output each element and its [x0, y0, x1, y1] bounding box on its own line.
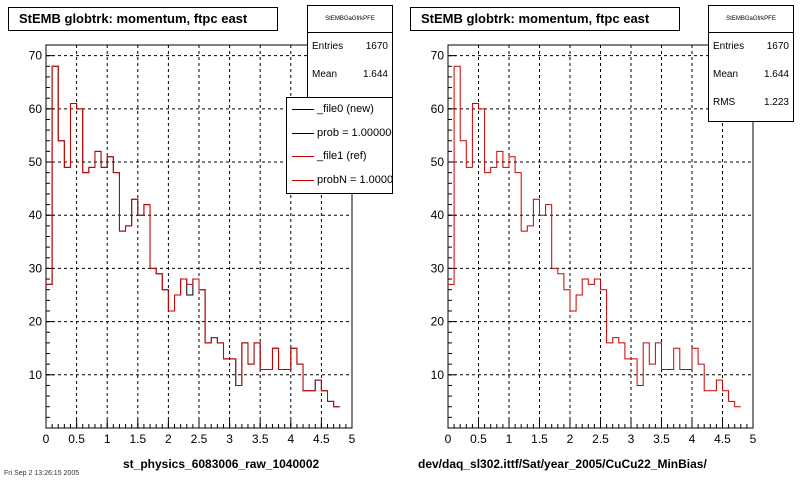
right-y-tick-label: 50: [431, 155, 445, 169]
left-x-tick-label: 4: [287, 432, 294, 446]
left-y-tick-label: 30: [29, 261, 43, 275]
right-histogram-file1-ref: [448, 65, 741, 408]
left-footer-label: st_physics_6083006_raw_1040002: [123, 457, 320, 471]
left-legend: _file0 (new) prob = 1.000000 _file1 (ref…: [286, 97, 393, 194]
legend-entry-prob: prob = 1.000000: [287, 122, 392, 146]
left-x-tick-label: 0.5: [68, 432, 85, 446]
left-x-tick-label: 2: [165, 432, 172, 446]
right-x-tick-label: 3: [628, 432, 635, 446]
left-stats-name: StEMBGaGfrkPFE: [308, 6, 392, 33]
right-y-tick-label: 30: [431, 261, 445, 275]
right-stats-rms: RMS 1.223: [713, 97, 789, 108]
left-stats-mean: Mean 1.644: [312, 69, 388, 80]
left-x-tick-label: 1.5: [129, 432, 146, 446]
legend-entry-probn: probN = 1.000000: [287, 169, 392, 193]
right-y-tick-label: 40: [431, 208, 445, 222]
right-x-tick-label: 2: [567, 432, 574, 446]
right-y-tick-label: 60: [431, 102, 445, 116]
left-x-tick-label: 5: [349, 432, 356, 446]
legend-swatch-file0: [292, 109, 314, 110]
legend-swatch-probn: [292, 179, 314, 181]
right-x-tick-label: 0.5: [470, 432, 487, 446]
right-stats-name: StEMBGaGfrkPFE: [709, 6, 793, 33]
timestamp: Fri Sep 2 13:26:15 2005: [4, 470, 80, 477]
right-stats-box: StEMBGaGfrkPFE Entries 1670 Mean 1.644 R…: [708, 5, 794, 122]
right-y-tick-label: 20: [431, 315, 445, 329]
right-y-tick-label: 10: [431, 368, 445, 382]
right-x-tick-label: 1: [506, 432, 513, 446]
left-x-tick-label: 1: [104, 432, 111, 446]
left-stats-entries: Entries 1670: [312, 41, 388, 52]
left-x-tick-label: 4.5: [313, 432, 330, 446]
legend-entry-file1: _file1 (ref): [287, 145, 392, 169]
right-chart-title: StEMB globtrk: momentum, ftpc east: [410, 7, 680, 31]
left-x-tick-label: 0: [43, 432, 50, 446]
left-chart-title: StEMB globtrk: momentum, ftpc east: [8, 7, 278, 31]
right-footer-label: dev/daq_sl302.ittf/Sat/year_2005/CuCu22_…: [418, 457, 707, 471]
left-y-tick-label: 60: [29, 102, 43, 116]
left-y-tick-label: 10: [29, 368, 43, 382]
right-x-tick-label: 0: [445, 432, 452, 446]
right-x-tick-label: 3.5: [653, 432, 670, 446]
left-y-tick-label: 20: [29, 315, 43, 329]
right-x-tick-label: 2.5: [592, 432, 609, 446]
right-x-tick-label: 4.5: [714, 432, 731, 446]
right-stats-entries: Entries 1670: [713, 41, 789, 52]
left-y-tick-label: 40: [29, 208, 43, 222]
left-y-tick-label: 50: [29, 155, 43, 169]
left-stats-box: StEMBGaGfrkPFE Entries 1670 Mean 1.644: [307, 5, 393, 100]
legend-swatch-file1: [292, 156, 314, 157]
left-x-tick-label: 3.5: [252, 432, 269, 446]
right-y-tick-label: 70: [431, 49, 445, 63]
legend-entry-file0: _file0 (new): [287, 98, 392, 122]
left-x-tick-label: 2.5: [191, 432, 208, 446]
right-x-tick-label: 5: [750, 432, 757, 446]
right-stats-mean: Mean 1.644: [713, 69, 789, 80]
left-y-tick-label: 70: [29, 49, 43, 63]
left-x-tick-label: 3: [226, 432, 233, 446]
right-x-tick-label: 4: [689, 432, 696, 446]
legend-swatch-prob: [292, 132, 314, 134]
left-histogram-file1-ref: [46, 65, 340, 408]
right-x-tick-label: 1.5: [531, 432, 548, 446]
